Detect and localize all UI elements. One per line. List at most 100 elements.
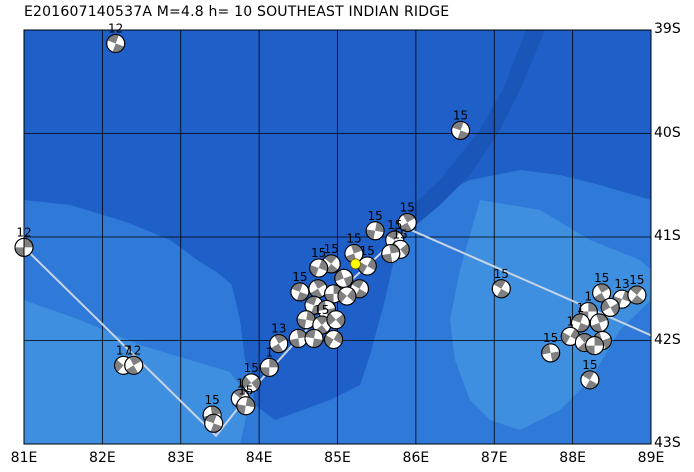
focal-mechanism-beachball[interactable]: [326, 310, 346, 330]
beachball-quadrant: [541, 344, 551, 355]
focal-mechanism-beachball[interactable]: [337, 286, 357, 306]
focal-mechanism-beachball[interactable]: 15: [541, 331, 561, 363]
beachball-quadrant: [24, 238, 33, 248]
beachball-ring: [451, 120, 471, 140]
map-frame: [23, 29, 652, 445]
focal-mechanism-beachball[interactable]: 1: [570, 301, 590, 333]
focal-mechanism-beachball[interactable]: [304, 328, 324, 348]
beachball-ring: [397, 213, 417, 233]
focal-mechanism-beachball[interactable]: 1: [560, 314, 580, 346]
beachball-quadrant: [630, 285, 643, 295]
beachball-quadrant: [400, 243, 410, 257]
beachball-quadrant: [346, 289, 356, 302]
beachball-quadrant: [325, 263, 339, 273]
beachball-quadrant: [313, 279, 326, 289]
focal-mechanism-beachball[interactable]: [296, 310, 316, 330]
beachball-ring: [627, 285, 647, 305]
beachball-ring: [324, 329, 344, 349]
focal-mechanism-beachball[interactable]: [600, 297, 620, 317]
focal-mechanism-beachball[interactable]: 15: [397, 201, 417, 233]
beachball-quadrant: [326, 312, 336, 326]
depth-label: 15: [204, 393, 219, 407]
beachball-quadrant: [305, 329, 316, 339]
beachball-ring: [304, 328, 324, 348]
longitude-label: 82E: [89, 450, 116, 466]
beachball-quadrant: [550, 351, 560, 362]
depth-label: 15: [582, 358, 597, 372]
focal-mechanism-beachball[interactable]: 15: [344, 232, 364, 264]
focal-mechanism-beachball[interactable]: 15: [290, 270, 310, 302]
depth-label: 1: [236, 376, 244, 390]
depth-label: 1: [577, 301, 585, 315]
focal-mechanism-beachball[interactable]: [324, 329, 344, 349]
beachball-quadrant: [233, 389, 247, 399]
focal-mechanisms-layer: 1215121515151515151515151513115115151712…: [14, 21, 647, 433]
depth-label: 15: [346, 232, 361, 246]
depth-label: 15: [360, 244, 375, 258]
longitude-label: 88E: [559, 450, 586, 466]
beachball-ring: [290, 282, 310, 302]
beachball-ring: [580, 370, 600, 390]
focal-mechanism-beachball[interactable]: 12: [106, 21, 126, 53]
beachball-ring: [309, 258, 329, 278]
latitude-label: 42S: [654, 331, 681, 348]
beachball-quadrant: [402, 213, 416, 223]
beachball-ring: [541, 343, 561, 363]
focal-mechanism-beachball[interactable]: 13: [269, 322, 289, 354]
beachball-quadrant: [375, 221, 385, 233]
focal-mechanism-beachball[interactable]: [204, 413, 224, 433]
beachball-quadrant: [125, 365, 139, 375]
beachball-quadrant: [317, 300, 327, 312]
focal-mechanism-beachball[interactable]: [288, 328, 308, 348]
focal-mechanism-beachball[interactable]: [585, 336, 605, 356]
focal-mechanism-beachball[interactable]: 15: [451, 108, 471, 140]
beachball-quadrant: [289, 338, 300, 348]
focal-mechanism-beachball[interactable]: 15: [309, 246, 329, 278]
beachball-quadrant: [15, 247, 24, 257]
beachball-quadrant: [260, 367, 270, 377]
focal-mechanism-beachball[interactable]: 15: [365, 209, 385, 241]
focal-mechanism-beachball[interactable]: [381, 244, 401, 264]
focal-mechanism-beachball[interactable]: 15: [580, 358, 600, 390]
depth-label: 15: [400, 201, 415, 215]
focal-mechanism-beachball[interactable]: 12: [124, 343, 144, 375]
latitude-label: 41S: [654, 228, 681, 244]
beachball-quadrant: [610, 302, 620, 316]
beachball-quadrant: [251, 377, 261, 390]
depth-label: 15: [594, 271, 609, 285]
plate-boundary-line: [23, 227, 652, 438]
beachball-quadrant: [306, 310, 316, 322]
depth-label: 1: [265, 345, 273, 359]
beachball-quadrant: [316, 315, 329, 325]
depth-label: 1: [566, 314, 574, 328]
longitude-label: 85E: [324, 450, 351, 466]
focal-mechanism-beachball[interactable]: [334, 268, 354, 288]
beachball-quadrant: [601, 299, 611, 312]
longitude-label: 89E: [637, 450, 665, 466]
beachball-ring: [241, 373, 261, 393]
focal-mechanism-beachball[interactable]: 15: [241, 361, 261, 393]
beachball-quadrant: [496, 288, 510, 298]
epicenter-marker[interactable]: [350, 258, 361, 270]
latitude-label: 39S: [654, 21, 681, 37]
beachball-quadrant: [114, 359, 124, 373]
focal-mechanism-beachball[interactable]: [589, 313, 609, 333]
beachball-quadrant: [236, 404, 246, 415]
beachball-ring: [106, 33, 126, 53]
beachball-quadrant: [582, 370, 595, 380]
beachball-quadrant: [296, 329, 308, 339]
beachball-quadrant: [274, 334, 287, 344]
beachball-quadrant: [631, 294, 644, 304]
focal-mechanism-beachball[interactable]: 1: [259, 345, 279, 377]
beachball-quadrant: [270, 343, 284, 353]
beachball-quadrant: [386, 231, 400, 241]
depth-label: 15: [453, 108, 468, 122]
focal-mechanism-beachball[interactable]: 15: [491, 267, 511, 299]
focal-mechanism-beachball[interactable]: 15: [627, 273, 647, 305]
focal-mechanism-beachball[interactable]: 15: [236, 384, 256, 416]
focal-mechanism-beachball[interactable]: 15: [357, 244, 377, 276]
focal-mechanism-beachball[interactable]: 15: [592, 271, 612, 303]
shallow-shelf-east: [450, 200, 651, 430]
latitude-label: 40S: [654, 124, 681, 141]
